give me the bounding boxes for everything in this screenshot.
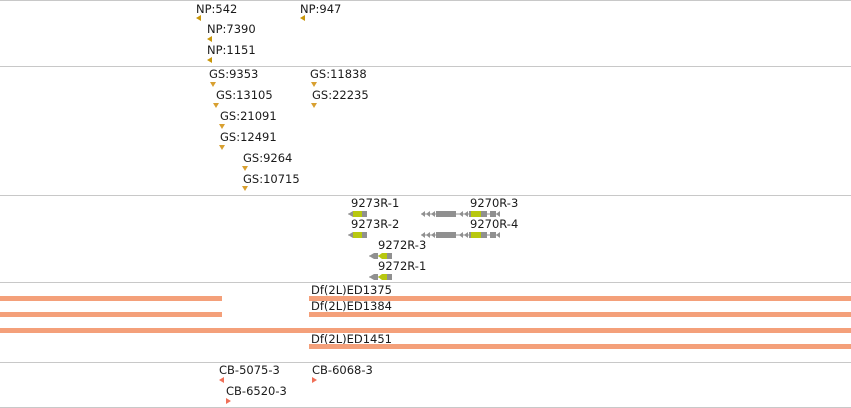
insertion-marker-icon[interactable] <box>219 145 225 150</box>
insertion-marker-icon[interactable] <box>242 186 248 191</box>
transcript-9270R-4-glyph[interactable] <box>421 232 500 238</box>
deficiency-label[interactable]: Df(2L)ED1375 <box>311 283 392 297</box>
transcript-label[interactable]: 9270R-3 <box>470 196 519 210</box>
insertion-marker-icon[interactable] <box>213 103 219 108</box>
np-feature-label[interactable]: NP:947 <box>300 2 342 16</box>
gs-feature-label[interactable]: GS:13105 <box>216 88 273 102</box>
track-divider <box>0 282 851 283</box>
transcript-label[interactable]: 9272R-1 <box>378 259 427 273</box>
insertion-marker-icon[interactable] <box>207 36 212 42</box>
insertion-marker-icon[interactable] <box>207 57 212 63</box>
insertion-marker-icon[interactable] <box>311 82 317 87</box>
transcript-9273R-1-glyph[interactable] <box>348 211 367 217</box>
deficiency-bar[interactable] <box>309 296 851 301</box>
deficiency-bar[interactable] <box>0 296 222 301</box>
transcript-9270R-3-glyph[interactable] <box>421 211 500 217</box>
transcript-9273R-2-glyph[interactable] <box>348 232 367 238</box>
transcript-9272R-1-glyph[interactable] <box>369 274 392 280</box>
insertion-marker-icon[interactable] <box>300 15 305 21</box>
transcript-label[interactable]: 9270R-4 <box>470 217 519 231</box>
np-feature-label[interactable]: NP:542 <box>196 2 238 16</box>
insertion-marker-icon[interactable] <box>242 166 248 171</box>
deficiency-bar[interactable] <box>309 344 851 349</box>
cb-feature-label[interactable]: CB-6068-3 <box>312 363 373 377</box>
gs-feature-label[interactable]: GS:9353 <box>209 67 259 81</box>
gs-feature-label[interactable]: GS:12491 <box>220 130 277 144</box>
gs-feature-label[interactable]: GS:21091 <box>220 109 277 123</box>
insertion-marker-icon[interactable] <box>226 398 231 404</box>
deficiency-bar[interactable] <box>0 312 222 317</box>
insertion-marker-icon[interactable] <box>210 82 216 87</box>
np-feature-label[interactable]: NP:7390 <box>207 22 256 36</box>
deficiency-bar[interactable] <box>0 328 851 333</box>
deficiency-bar[interactable] <box>309 312 851 317</box>
track-divider <box>0 0 851 1</box>
insertion-marker-icon[interactable] <box>311 103 317 108</box>
gs-feature-label[interactable]: GS:22235 <box>312 88 369 102</box>
insertion-marker-icon[interactable] <box>196 15 201 21</box>
transcript-9272R-3-glyph[interactable] <box>369 253 392 259</box>
insertion-marker-icon[interactable] <box>219 124 225 129</box>
cb-feature-label[interactable]: CB-6520-3 <box>226 384 287 398</box>
deficiency-label[interactable]: Df(2L)ED1451 <box>311 332 392 346</box>
deficiency-label[interactable]: Df(2L)ED1384 <box>311 299 392 313</box>
transcript-label[interactable]: 9272R-3 <box>378 238 427 252</box>
track-divider <box>0 195 851 196</box>
transcript-label[interactable]: 9273R-2 <box>351 217 400 231</box>
insertion-marker-icon[interactable] <box>219 377 224 383</box>
cb-feature-label[interactable]: CB-5075-3 <box>219 363 280 377</box>
track-divider <box>0 66 851 67</box>
transcript-label[interactable]: 9273R-1 <box>351 196 400 210</box>
track-divider <box>0 362 851 363</box>
gs-feature-label[interactable]: GS:11838 <box>310 67 367 81</box>
np-feature-label[interactable]: NP:1151 <box>207 43 256 57</box>
gs-feature-label[interactable]: GS:9264 <box>243 151 293 165</box>
gs-feature-label[interactable]: GS:10715 <box>243 172 300 186</box>
insertion-marker-icon[interactable] <box>312 377 317 383</box>
